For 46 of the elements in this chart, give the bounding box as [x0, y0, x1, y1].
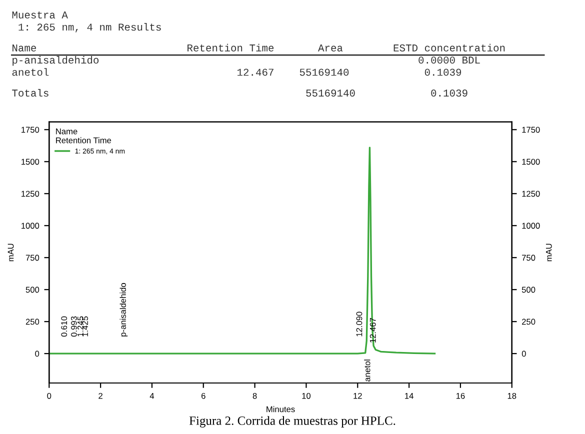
- text: anetol 12.467 55169140 0.1039: [12, 68, 462, 76]
- y2-tick-label: 500: [522, 286, 536, 293]
- y2-tick-label: 0: [522, 350, 526, 357]
- text: Totals 55169140 0.1039: [12, 88, 468, 97]
- annotation: 12.467: [370, 318, 376, 342]
- y-tick-label: 1000: [22, 222, 40, 229]
- y2-tick-label: 250: [522, 318, 536, 325]
- annotation: 0.993: [71, 316, 77, 337]
- x-tick-label: 8: [252, 392, 257, 399]
- y-tick-label: 750: [26, 254, 40, 261]
- y-tick-label: 500: [26, 286, 40, 293]
- y-tick-label: 1750: [22, 126, 40, 133]
- y2-tick-label: 1250: [522, 190, 540, 197]
- text: Muestra A: [12, 11, 68, 18]
- y2-tick-label: 1750: [522, 126, 540, 133]
- x-tick-label: 0: [47, 392, 52, 399]
- y-tick-label: 1250: [22, 190, 40, 197]
- y-tick-label: 0: [35, 350, 40, 357]
- text: 1: 265 nm, 4 nm Results: [18, 23, 161, 32]
- annotation: 0.610: [61, 316, 68, 337]
- y-tick-label: 1500: [22, 158, 40, 165]
- y-axis-title: mAU: [8, 244, 14, 262]
- text: Figura 2. Corrida de muestras por HPLC.: [189, 416, 396, 428]
- x-tick-label: 2: [98, 392, 102, 399]
- x-tick-label: 10: [302, 392, 311, 399]
- x-tick-label: 18: [508, 392, 516, 399]
- annotation: 12.090: [356, 312, 362, 336]
- y-tick-label: 250: [26, 318, 40, 325]
- x-tick-label: 16: [456, 392, 465, 399]
- x-axis-title: Minutes: [266, 406, 295, 412]
- text: p-anisaldehido 0.0000 BDL: [12, 56, 480, 66]
- x-tick-label: 12: [354, 392, 362, 399]
- annotation: anetol: [364, 360, 370, 382]
- x-tick-label: 4: [150, 393, 154, 399]
- y2-tick-label: 1000: [522, 222, 540, 229]
- legend-title: Name Retention Time: [56, 128, 112, 144]
- text: Name Retention Time Area ESTD concentration: [12, 44, 505, 52]
- y2-tick-label: 1500: [522, 158, 540, 165]
- y2-tick-label: 750: [522, 254, 536, 261]
- annotation: 1.425: [82, 316, 88, 336]
- y2-axis-title: mAU: [546, 244, 552, 262]
- x-tick-label: 14: [405, 393, 414, 399]
- line-series: [49, 146, 436, 354]
- annotation: p-anisaldehido: [120, 283, 128, 336]
- annotation: 1.245: [77, 316, 84, 336]
- x-tick-label: 6: [201, 392, 206, 399]
